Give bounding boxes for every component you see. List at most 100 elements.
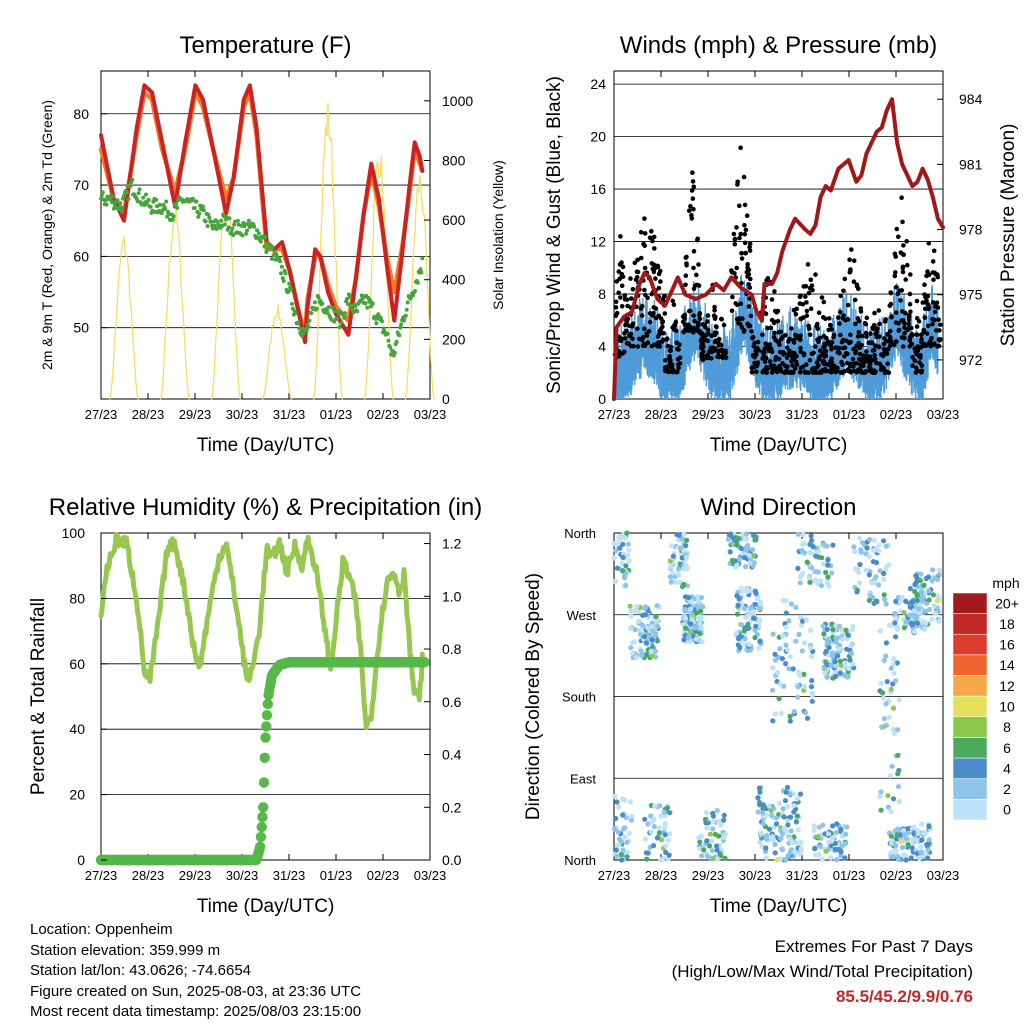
direction-point — [752, 601, 758, 607]
direction-point — [704, 825, 710, 831]
direction-point — [770, 836, 777, 843]
direction-point — [774, 670, 781, 676]
direction-point — [852, 549, 858, 555]
direction-point — [911, 612, 917, 619]
direction-point — [809, 698, 815, 704]
direction-point — [858, 547, 864, 553]
solar-series — [404, 175, 435, 400]
direction-point — [695, 614, 702, 620]
gust-point — [716, 350, 721, 355]
colorbar-swatch — [952, 799, 988, 821]
direction-point — [614, 853, 620, 859]
dewpoint-point — [343, 311, 348, 316]
gust-point — [797, 294, 803, 300]
dewpoint-point — [122, 194, 126, 199]
dewpoint-point — [154, 197, 159, 202]
gust-point — [652, 246, 657, 251]
direction-point — [837, 646, 843, 652]
direction-point — [770, 687, 776, 693]
y-right-tick-label: 800 — [442, 152, 466, 168]
direction-point — [901, 831, 908, 838]
direction-point — [778, 835, 784, 842]
gust-point — [644, 333, 650, 338]
dewpoint-point — [115, 198, 120, 203]
gust-point — [781, 352, 786, 357]
gust-point — [838, 293, 843, 299]
direction-point — [860, 540, 866, 546]
gust-point — [751, 354, 756, 359]
direction-point — [628, 625, 634, 631]
gust-point — [839, 359, 844, 365]
direction-point — [682, 625, 689, 631]
station-info: Location: Oppenheim Station elevation: 3… — [30, 920, 361, 1023]
precip-series — [95, 657, 430, 866]
gust-point — [892, 273, 898, 279]
gust-point — [778, 336, 784, 342]
direction-point — [903, 857, 909, 863]
direction-point — [791, 708, 797, 715]
direction-point — [785, 853, 791, 859]
gust-point — [913, 349, 918, 355]
gust-point — [786, 352, 791, 357]
gust-point — [829, 347, 834, 352]
gust-point — [755, 339, 761, 345]
gust-point — [872, 310, 877, 316]
dewpoint-point — [120, 209, 125, 214]
dewpoint-point — [118, 201, 123, 206]
gust-point — [853, 321, 858, 327]
direction-point — [908, 855, 914, 861]
direction-point — [785, 822, 791, 828]
gust-point — [777, 364, 782, 369]
dewpoint-point — [148, 204, 153, 209]
gust-point — [649, 291, 654, 297]
direction-point — [777, 681, 783, 687]
direction-point — [811, 823, 817, 829]
gust-point — [670, 298, 676, 304]
gust-point — [632, 260, 638, 266]
direction-point — [643, 640, 650, 646]
gust-point — [851, 258, 857, 264]
direction-point — [642, 634, 648, 640]
direction-point — [736, 636, 742, 642]
dewpoint-point — [325, 311, 330, 316]
direction-point — [788, 828, 794, 834]
gust-point — [655, 344, 661, 349]
direction-point — [682, 615, 689, 621]
gust-point — [899, 195, 904, 200]
dewpoint-point — [326, 305, 331, 310]
direction-point — [825, 562, 831, 568]
direction-point — [662, 820, 668, 827]
dewpoint-point — [258, 239, 263, 244]
gust-point — [828, 370, 834, 375]
gust-point — [849, 247, 854, 252]
gust-point — [833, 369, 838, 374]
direction-point — [629, 640, 636, 646]
y-tick-label: 50 — [73, 320, 89, 336]
dewpoint-point — [192, 206, 197, 210]
gust-point — [902, 325, 907, 330]
x-axis-label: Time (Day/UTC) — [197, 435, 335, 456]
x-tick-label: 31/23 — [273, 407, 306, 422]
dewpoint-point — [171, 214, 176, 219]
direction-point — [763, 845, 769, 851]
dewpoint-point — [110, 194, 115, 199]
direction-point — [795, 827, 801, 833]
direction-point — [757, 789, 763, 795]
direction-point — [760, 810, 766, 816]
direction-point — [664, 805, 671, 811]
direction-point — [757, 617, 763, 623]
dewpoint-point — [203, 219, 208, 224]
x-tick-label: 30/23 — [739, 868, 772, 883]
gust-point — [804, 313, 810, 319]
direction-point — [738, 622, 745, 628]
dewpoint-point — [280, 276, 285, 281]
direction-point — [892, 610, 898, 616]
gust-point — [902, 331, 907, 336]
direction-point — [782, 798, 789, 804]
direction-point — [784, 647, 791, 653]
gust-point — [787, 348, 792, 354]
direction-point — [700, 604, 706, 610]
y-tick-label: 80 — [69, 590, 85, 606]
gust-point — [731, 231, 737, 237]
direction-point — [617, 545, 623, 551]
